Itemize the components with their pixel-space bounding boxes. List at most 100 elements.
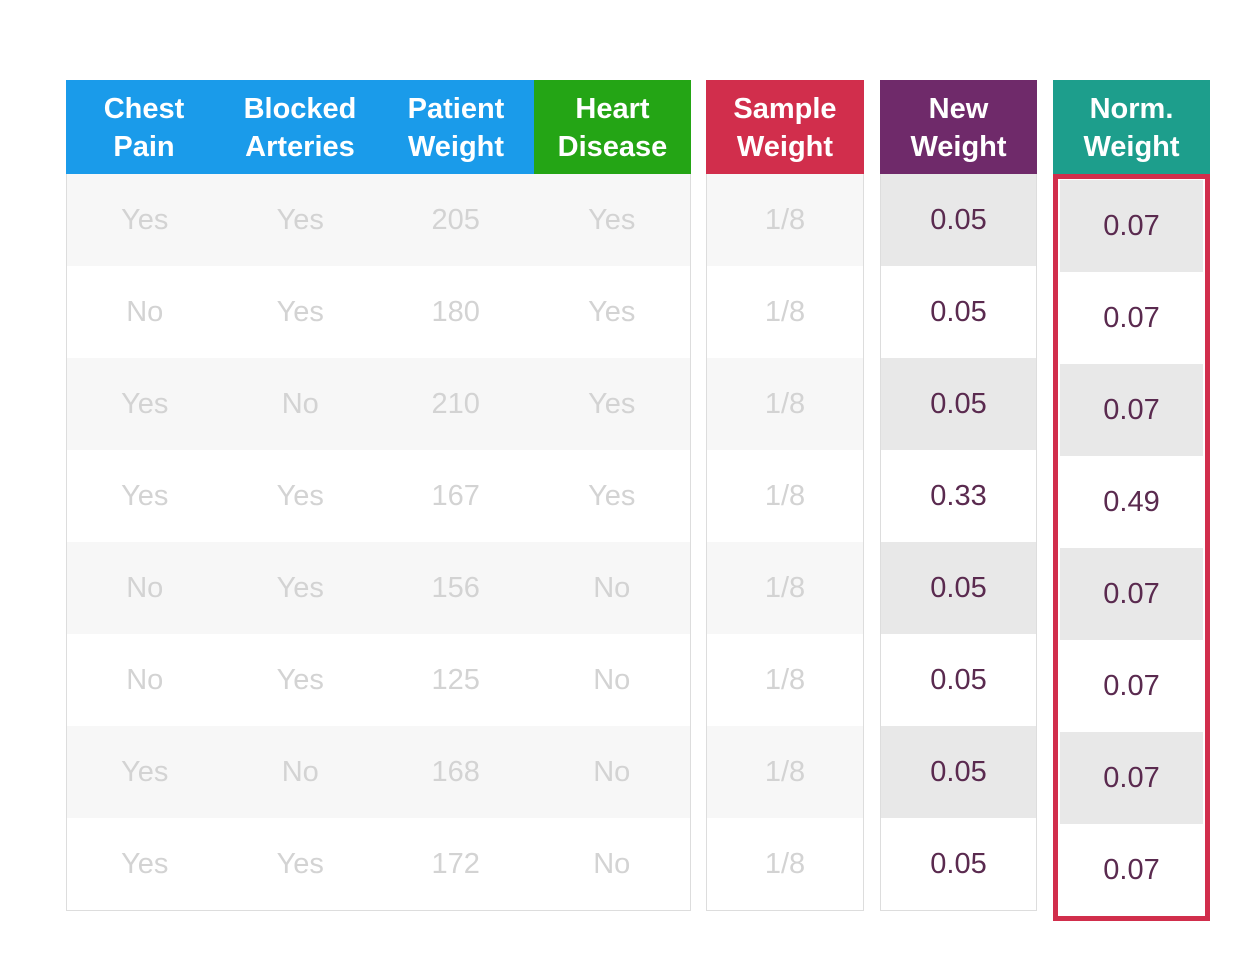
patient-weight-cell: 125 bbox=[378, 634, 534, 726]
table-row: 1/8 bbox=[707, 266, 863, 358]
blocked-arteries-header: Blocked Arteries bbox=[222, 80, 378, 174]
sample-weight-cell: 1/8 bbox=[707, 726, 863, 818]
norm-weight-cell: 0.07 bbox=[1060, 640, 1203, 732]
sample-weight-cell: 1/8 bbox=[707, 450, 863, 542]
new-weight-cell: 0.33 bbox=[881, 450, 1036, 542]
sample-weight-cell: 1/8 bbox=[707, 542, 863, 634]
table-row: 0.05 bbox=[881, 174, 1036, 266]
table-row: 0.33 bbox=[881, 450, 1036, 542]
norm-weight-cell: 0.07 bbox=[1060, 180, 1203, 272]
table-row: 1/8 bbox=[707, 450, 863, 542]
norm-weight-cell: 0.07 bbox=[1060, 732, 1203, 824]
patient-weight-cell: 210 bbox=[378, 358, 534, 450]
patient-weight-cell: 167 bbox=[378, 450, 534, 542]
sample-weight-cell: 1/8 bbox=[707, 818, 863, 910]
norm-weight-cell: 0.07 bbox=[1060, 272, 1203, 364]
blocked-arteries-cell: Yes bbox=[222, 634, 378, 726]
chest-pain-cell: Yes bbox=[67, 726, 223, 818]
patient-weight-cell: 180 bbox=[378, 266, 534, 358]
chest-pain-cell: Yes bbox=[67, 358, 223, 450]
heart-disease-header: Heart Disease bbox=[534, 80, 691, 174]
table-row: 1/8 bbox=[707, 818, 863, 910]
norm-weight-cell: 0.49 bbox=[1060, 456, 1203, 548]
new-weight-cell: 0.05 bbox=[881, 542, 1036, 634]
new-weight-cell: 0.05 bbox=[881, 358, 1036, 450]
chest-pain-cell: Yes bbox=[67, 818, 223, 910]
patient-data-body: Yes Yes 205 Yes No Yes 180 Yes Yes No 21… bbox=[66, 174, 691, 911]
table-row: 1/8 bbox=[707, 726, 863, 818]
sample-weight-header: Sample Weight bbox=[706, 80, 864, 174]
norm-weight-highlight-box: 0.07 0.07 0.07 0.49 0.07 0.07 0.07 0.07 bbox=[1053, 174, 1210, 921]
blocked-arteries-cell: Yes bbox=[222, 450, 378, 542]
table-row: 1/8 bbox=[707, 174, 863, 266]
heart-disease-cell: Yes bbox=[533, 174, 690, 266]
heart-disease-cell: No bbox=[533, 634, 690, 726]
table-row: 0.07 bbox=[1060, 180, 1203, 272]
new-weight-cell: 0.05 bbox=[881, 726, 1036, 818]
blocked-arteries-cell: Yes bbox=[222, 818, 378, 910]
sample-weight-table: Sample Weight 1/8 1/8 1/8 1/8 1/8 1/8 1/8… bbox=[706, 80, 864, 911]
table-row: 0.05 bbox=[881, 266, 1036, 358]
patient-weight-cell: 172 bbox=[378, 818, 534, 910]
sample-weight-cell: 1/8 bbox=[707, 174, 863, 266]
new-weight-header: New Weight bbox=[880, 80, 1037, 174]
patient-weight-cell: 205 bbox=[378, 174, 534, 266]
new-weight-body: 0.05 0.05 0.05 0.33 0.05 0.05 0.05 0.05 bbox=[880, 174, 1037, 911]
norm-weight-header: Norm. Weight bbox=[1053, 80, 1210, 174]
table-row: 0.07 bbox=[1060, 272, 1203, 364]
norm-weight-table: Norm. Weight 0.07 0.07 0.07 0.49 0.07 0.0… bbox=[1053, 80, 1210, 921]
patient-weight-cell: 168 bbox=[378, 726, 534, 818]
chest-pain-cell: No bbox=[67, 634, 223, 726]
new-weight-cell: 0.05 bbox=[881, 266, 1036, 358]
table-row: No Yes 180 Yes bbox=[67, 266, 690, 358]
table-row: 0.07 bbox=[1060, 824, 1203, 916]
heart-disease-cell: Yes bbox=[533, 266, 690, 358]
norm-weight-cell: 0.07 bbox=[1060, 824, 1203, 916]
table-row: Yes Yes 167 Yes bbox=[67, 450, 690, 542]
heart-disease-cell: Yes bbox=[533, 450, 690, 542]
table-row: 0.05 bbox=[881, 818, 1036, 910]
blocked-arteries-cell: No bbox=[222, 726, 378, 818]
sample-weight-cell: 1/8 bbox=[707, 358, 863, 450]
table-row: No Yes 156 No bbox=[67, 542, 690, 634]
heart-disease-cell: No bbox=[533, 542, 690, 634]
table-row: 1/8 bbox=[707, 358, 863, 450]
table-row: 0.49 bbox=[1060, 456, 1203, 548]
table-row: Yes Yes 172 No bbox=[67, 818, 690, 910]
table-row: Yes Yes 205 Yes bbox=[67, 174, 690, 266]
table-row: 1/8 bbox=[707, 634, 863, 726]
heart-disease-cell: No bbox=[533, 726, 690, 818]
table-row: 0.05 bbox=[881, 634, 1036, 726]
new-weight-cell: 0.05 bbox=[881, 174, 1036, 266]
new-weight-cell: 0.05 bbox=[881, 818, 1036, 910]
sample-weight-cell: 1/8 bbox=[707, 266, 863, 358]
chest-pain-cell: Yes bbox=[67, 450, 223, 542]
table-row: No Yes 125 No bbox=[67, 634, 690, 726]
patient-data-table: Chest Pain Blocked Arteries Patient Weight … bbox=[66, 80, 691, 911]
chest-pain-cell: No bbox=[67, 542, 223, 634]
patient-weight-cell: 156 bbox=[378, 542, 534, 634]
new-weight-cell: 0.05 bbox=[881, 634, 1036, 726]
heart-disease-cell: Yes bbox=[533, 358, 690, 450]
patient-data-header-row: Chest Pain Blocked Arteries Patient Weight … bbox=[66, 80, 691, 174]
table-row: Yes No 210 Yes bbox=[67, 358, 690, 450]
chest-pain-cell: Yes bbox=[67, 174, 223, 266]
table-row: 0.07 bbox=[1060, 640, 1203, 732]
table-row: 0.05 bbox=[881, 542, 1036, 634]
sample-weight-body: 1/8 1/8 1/8 1/8 1/8 1/8 1/8 1/8 bbox=[706, 174, 864, 911]
table-row: 0.05 bbox=[881, 726, 1036, 818]
blocked-arteries-cell: Yes bbox=[222, 174, 378, 266]
blocked-arteries-cell: Yes bbox=[222, 542, 378, 634]
heart-disease-cell: No bbox=[533, 818, 690, 910]
table-row: 0.07 bbox=[1060, 732, 1203, 824]
new-weight-table: New Weight 0.05 0.05 0.05 0.33 0.05 0.05 … bbox=[880, 80, 1037, 911]
blocked-arteries-cell: No bbox=[222, 358, 378, 450]
chest-pain-cell: No bbox=[67, 266, 223, 358]
table-row: 0.05 bbox=[881, 358, 1036, 450]
table-row: 1/8 bbox=[707, 542, 863, 634]
norm-weight-cell: 0.07 bbox=[1060, 548, 1203, 640]
table-row: 0.07 bbox=[1060, 548, 1203, 640]
sample-weight-cell: 1/8 bbox=[707, 634, 863, 726]
blocked-arteries-cell: Yes bbox=[222, 266, 378, 358]
patient-weight-header: Patient Weight bbox=[378, 80, 534, 174]
